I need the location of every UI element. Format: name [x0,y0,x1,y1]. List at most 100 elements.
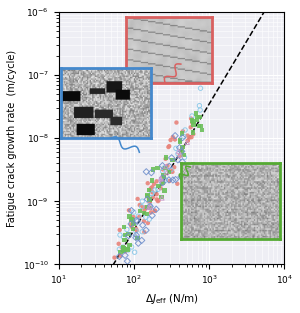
Point [176,151,180,156]
Point [129,221,134,226]
Point [135,197,140,202]
Point [180,145,185,150]
Point [164,164,168,169]
Point [137,214,142,219]
Point [195,114,200,119]
Point [162,188,167,193]
Point [191,162,196,167]
Point [189,116,194,121]
Point [137,203,142,208]
Point [169,167,173,172]
Point [149,189,154,194]
Point [128,222,133,227]
Point [143,215,148,220]
Point [162,175,167,180]
Point [200,128,204,133]
Point [129,208,134,213]
Point [179,131,184,136]
Point [144,211,149,216]
Point [151,167,155,172]
Point [125,259,130,264]
Point [168,138,173,143]
Point [131,210,136,215]
Point [194,117,199,122]
Point [123,253,128,258]
Point [160,195,164,200]
Point [178,139,182,144]
Point [147,203,152,208]
Point [122,248,127,253]
X-axis label: $\Delta J_{\mathrm{eff}}$ (N/m): $\Delta J_{\mathrm{eff}}$ (N/m) [145,292,199,306]
Point [132,250,137,255]
Point [142,230,147,235]
Point [127,243,132,248]
Point [148,186,153,191]
Point [156,187,161,192]
Point [180,135,185,140]
Point [160,163,165,168]
Point [160,167,165,172]
Point [191,119,196,124]
Point [136,241,141,246]
Point [147,197,152,202]
Point [156,183,161,188]
Point [152,182,156,187]
Point [145,181,150,186]
Point [148,204,153,209]
Point [167,169,171,174]
Point [114,281,119,286]
Point [185,138,190,143]
Point [140,205,145,210]
Point [155,166,160,171]
Point [130,217,134,222]
Point [122,237,127,242]
Point [136,214,141,219]
Point [119,245,124,250]
Point [147,188,152,193]
Point [154,179,159,184]
Point [134,233,139,238]
Point [173,177,178,182]
Point [144,194,149,199]
Point [198,108,203,113]
Point [149,191,154,196]
Point [140,229,145,234]
Point [146,221,150,226]
Point [158,176,163,181]
Point [144,169,149,174]
Point [150,190,155,195]
Point [148,204,153,209]
Point [122,246,127,251]
Point [167,178,172,183]
Point [155,199,160,204]
Point [163,165,168,170]
Point [182,134,186,139]
Point [121,245,126,250]
Point [165,163,170,168]
Point [189,135,194,140]
Point [146,205,151,210]
Point [140,204,144,209]
Point [134,228,139,233]
Y-axis label: Fatigue crack growth rate  (m/cycle): Fatigue crack growth rate (m/cycle) [7,50,17,227]
Point [177,154,182,159]
Point [183,127,188,132]
Point [134,235,138,240]
Point [187,135,192,140]
Point [149,170,154,175]
Point [172,165,177,170]
Point [147,200,152,205]
Point [170,169,175,174]
Point [163,178,168,183]
Point [197,115,202,120]
Point [191,131,196,136]
Point [116,241,121,246]
Point [167,177,171,182]
Point [173,146,178,151]
Point [191,122,196,127]
Point [140,199,145,204]
Point [152,208,157,213]
Point [145,197,150,202]
Point [158,177,163,182]
Point [150,213,154,218]
